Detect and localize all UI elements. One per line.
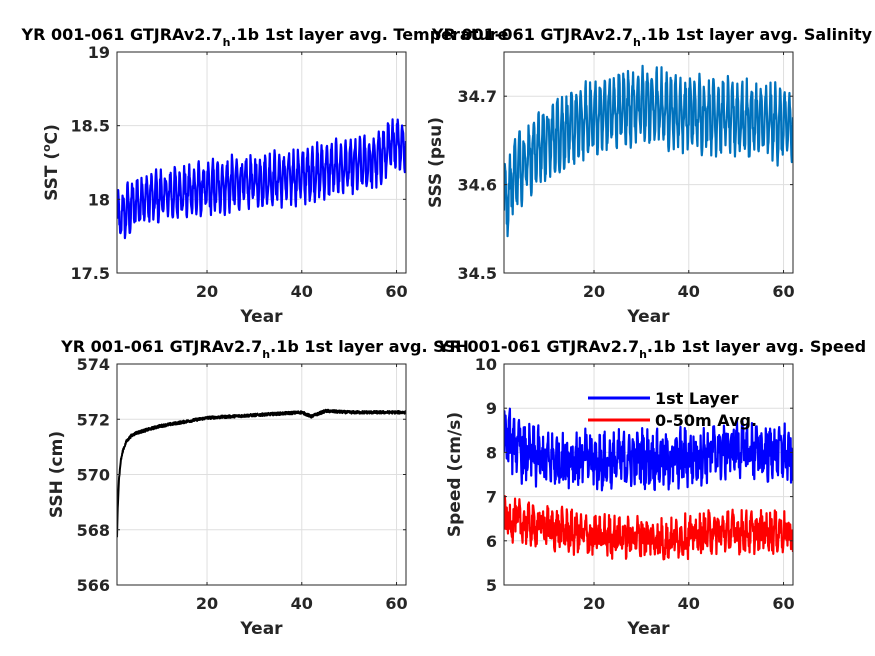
y-tick-label: 570: [77, 466, 110, 485]
y-tick-label: 34.6: [458, 176, 497, 195]
series-line-1: [504, 64, 793, 238]
y-tick-label: 566: [77, 576, 110, 595]
y-tick-label: 18.5: [71, 117, 110, 136]
legend-entry: 1st Layer: [655, 389, 739, 408]
x-axis-label: Year: [239, 307, 283, 327]
chart-title: YR 001-061 GTJRAv2.7h.1b 1st layer avg. …: [431, 25, 873, 49]
y-tick-label: 34.7: [458, 87, 497, 106]
axes-box: [503, 363, 794, 586]
x-tick-label: 40: [678, 282, 700, 301]
x-tick-label: 20: [583, 594, 605, 613]
x-tick-label: 60: [385, 282, 407, 301]
chart-panel-2: 20 40 60 34.5 34.6 34.7 Year SSS (psu) YR 001-06…: [426, 25, 873, 327]
x-tick-label: 20: [583, 282, 605, 301]
y-tick-label: 18: [88, 190, 110, 209]
y-tick-label: 19: [88, 43, 110, 62]
y-tick-label: 6: [486, 532, 497, 551]
chart-title: YR 001-061 GTJRAv2.7h.1b 1st layer avg. …: [20, 25, 508, 49]
series-line-1: [117, 118, 406, 240]
y-tick-label: 10: [475, 355, 497, 374]
y-axis-label: SST (oC): [40, 124, 62, 201]
y-tick-label: 34.5: [458, 264, 497, 283]
y-tick-label: 572: [77, 410, 110, 429]
x-tick-label: 40: [291, 594, 313, 613]
x-tick-label: 20: [196, 282, 218, 301]
chart-panel-4: 20 40 60 5 6 7 8 9 10 Year Speed (cm/s) YR 001-061 …: [437, 337, 866, 639]
x-tick-label: 60: [772, 594, 794, 613]
y-tick-label: 9: [486, 399, 497, 418]
chart-panel-3: 20 40 60 566 568 570 572 574 Year SSH (cm) YR 001-…: [47, 337, 469, 639]
chart-title: YR 001-061 GTJRAv2.7h.1b 1st layer avg. …: [60, 337, 469, 361]
legend-entry: 0-50m Avg.: [655, 411, 757, 430]
y-tick-label: 8: [486, 443, 497, 462]
legend: 1st Layer 0-50m Avg.: [588, 389, 757, 430]
x-axis-label: Year: [626, 307, 670, 327]
y-tick-label: 568: [77, 521, 110, 540]
y-axis-label: SSH (cm): [47, 431, 67, 518]
y-axis-label: Speed (cm/s): [445, 412, 465, 537]
y-tick-label: 17.5: [71, 264, 110, 283]
axes-box: [116, 51, 407, 274]
x-axis-label: Year: [239, 619, 283, 639]
y-tick-label: 5: [486, 576, 497, 595]
x-tick-label: 40: [678, 594, 700, 613]
axes-box: [503, 51, 794, 274]
series-line-1: [117, 408, 406, 538]
y-axis-label: SSS (psu): [426, 117, 446, 208]
y-tick-label: 574: [77, 355, 110, 374]
x-axis-label: Year: [626, 619, 670, 639]
x-tick-label: 40: [291, 282, 313, 301]
chart-panel-1: 20 40 60 17.5 18 18.5 19 Year SST (oC) YR 001-061…: [20, 25, 508, 327]
x-tick-label: 60: [385, 594, 407, 613]
x-tick-label: 20: [196, 594, 218, 613]
y-tick-label: 7: [486, 488, 497, 507]
series-line-1: [504, 407, 793, 492]
chart-title: YR 001-061 GTJRAv2.7h.1b 1st layer avg. …: [437, 337, 866, 361]
series-line-2: [504, 495, 793, 561]
x-tick-label: 60: [772, 282, 794, 301]
